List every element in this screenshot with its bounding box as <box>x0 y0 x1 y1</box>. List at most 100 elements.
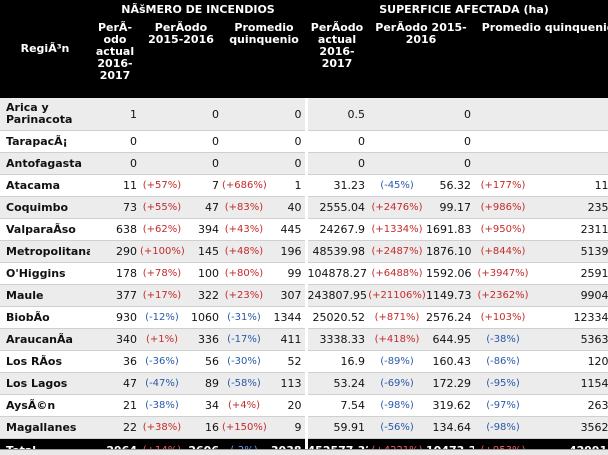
area-change-prev: (-98%) <box>368 394 427 417</box>
fires-avg: 307 <box>266 284 307 307</box>
fires-prev: 145 <box>184 240 222 263</box>
table-row: Los Lagos 47 (-47%) 89 (-58%) 113 53.24 (-69%) 1… <box>0 372 608 395</box>
fires-current: 73 <box>90 196 140 219</box>
table-row: Coquimbo 73 (+55%) 47 (+83%) 40 2555.04 (+2476%… <box>0 196 608 219</box>
table-row: Maule 377 (+17%) 322 (+23%) 307 243807.95 (+211… <box>0 284 608 307</box>
table-row: Antofagasta 0 0 0 0 0 <box>0 152 608 175</box>
fires-avg: 40 <box>266 196 307 219</box>
area-change-avg <box>474 152 533 175</box>
area-change-prev: (+418%) <box>368 328 427 351</box>
area-avg: 2311.2 <box>532 218 608 241</box>
column-header-area-current: PerÃ­odo actual 2016-2017 <box>306 20 369 98</box>
area-prev: 99.17 <box>426 196 475 219</box>
header-group-row: RegiÃ³n NÃšMERO DE INCENDIOS SUPERFICIE … <box>0 0 608 98</box>
region-name: Coquimbo <box>0 196 90 219</box>
table-row: Metropolitana 290 (+100%) 145 (+48%) 196 48539… <box>0 240 608 263</box>
area-prev: 1592.06 <box>426 262 475 285</box>
fires-prev: 89 <box>184 372 222 395</box>
area-avg: 263.5 <box>532 394 608 417</box>
area-current: 0.5 <box>304 98 369 131</box>
fires-current: 11 <box>90 174 140 197</box>
fires-change-prev: (-12%) <box>140 306 184 329</box>
fires-current: 47 <box>90 372 140 395</box>
area-prev: 56.32 <box>426 174 475 197</box>
area-change-avg <box>474 98 533 131</box>
fires-avg: 0 <box>266 152 307 175</box>
fires-change-avg <box>222 152 266 175</box>
area-change-avg: (-38%) <box>474 328 533 351</box>
area-prev: 1876.10 <box>426 240 475 263</box>
region-name: Metropolitana <box>0 240 90 263</box>
fires-change-prev: (+100%) <box>140 240 184 263</box>
area-change-prev: (+2487%) <box>368 240 427 263</box>
area-change-avg: (+986%) <box>474 196 533 219</box>
area-avg <box>532 98 608 131</box>
region-name: ValparaÃ­so <box>0 218 90 241</box>
area-prev: 644.95 <box>426 328 475 351</box>
fires-prev: 56 <box>184 350 222 373</box>
area-change-prev: (+6488%) <box>368 262 427 285</box>
area-avg: 235.3 <box>532 196 608 219</box>
fires-change-prev: (+17%) <box>140 284 184 307</box>
fires-prev: 336 <box>184 328 222 351</box>
region-name: Maule <box>0 284 90 307</box>
fires-change-avg <box>222 98 266 131</box>
region-name: Los RÃ­os <box>0 350 90 373</box>
area-prev: 2576.24 <box>426 306 475 329</box>
header-sub-row: PerÃ­odo actual 2016-2017 PerÃodo 2015-2… <box>0 20 608 98</box>
region-name: O'Higgins <box>0 262 90 285</box>
table-row: O'Higgins 178 (+78%) 100 (+80%) 99 104878.27 (+… <box>0 262 608 285</box>
fires-current: 21 <box>90 394 140 417</box>
area-change-avg: (-98%) <box>474 416 533 439</box>
area-current: 243807.95 <box>304 284 369 307</box>
fires-change-avg: (-17%) <box>222 328 266 351</box>
area-avg: 5139.5 <box>532 240 608 263</box>
table-row: TarapacÃ¡ 0 0 0 0 0 <box>0 130 608 153</box>
area-change-avg: (+103%) <box>474 306 533 329</box>
area-avg: 12334.2 <box>532 306 608 329</box>
fires-avg: 113 <box>266 372 307 395</box>
area-current: 16.9 <box>304 350 369 373</box>
fires-current: 290 <box>90 240 140 263</box>
area-change-prev: (-45%) <box>368 174 427 197</box>
fires-change-avg: (+48%) <box>222 240 266 263</box>
fires-current: 1 <box>90 98 140 131</box>
area-change-avg: (+177%) <box>474 174 533 197</box>
area-current: 0 <box>304 130 369 153</box>
bottom-divider <box>0 449 608 455</box>
fires-prev: 322 <box>184 284 222 307</box>
fires-current: 930 <box>90 306 140 329</box>
area-change-prev <box>368 152 427 175</box>
area-change-avg: (+2362%) <box>474 284 533 307</box>
fires-change-avg: (+23%) <box>222 284 266 307</box>
fires-avg: 1 <box>266 174 307 197</box>
table-row: BiobÃ­o 930 (-12%) 1060 (-31%) 1344 25020.52 (+… <box>0 306 608 329</box>
fires-prev: 1060 <box>184 306 222 329</box>
area-current: 3338.33 <box>304 328 369 351</box>
region-name: TarapacÃ¡ <box>0 130 90 153</box>
fires-current: 0 <box>90 130 140 153</box>
region-name: Antofagasta <box>0 152 90 175</box>
fires-change-avg: (+80%) <box>222 262 266 285</box>
area-change-prev: (-56%) <box>368 416 427 439</box>
area-avg: 1154.7 <box>532 372 608 395</box>
area-avg: 120.4 <box>532 350 608 373</box>
fires-change-prev: (-47%) <box>140 372 184 395</box>
area-change-prev: (+21106%) <box>368 284 427 307</box>
table-row: Magallanes 22 (+38%) 16 (+150%) 9 59.91 (-56%) 1… <box>0 416 608 439</box>
area-current: 48539.98 <box>304 240 369 263</box>
area-avg <box>532 152 608 175</box>
table-row: ValparaÃ­so 638 (+62%) 394 (+43%) 445 24267.9(… <box>0 218 608 241</box>
fires-prev: 47 <box>184 196 222 219</box>
fires-prev: 0 <box>184 152 222 175</box>
column-header-fires-avg: Promedio quinquenio <box>222 20 307 98</box>
region-name: Atacama <box>0 174 90 197</box>
area-prev: 134.64 <box>426 416 475 439</box>
area-avg: 3562.7 <box>532 416 608 439</box>
area-change-avg: (-97%) <box>474 394 533 417</box>
fires-avg: 411 <box>266 328 307 351</box>
area-avg: 2591.4 <box>532 262 608 285</box>
fires-change-avg: (+4%) <box>222 394 266 417</box>
fires-prev: 0 <box>184 98 222 131</box>
fires-current: 178 <box>90 262 140 285</box>
